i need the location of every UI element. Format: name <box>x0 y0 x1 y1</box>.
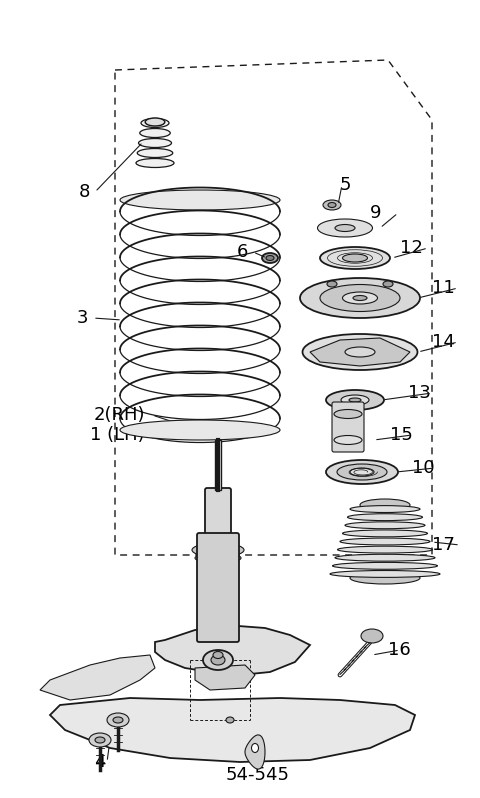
Ellipse shape <box>349 398 361 402</box>
Ellipse shape <box>326 390 384 410</box>
Ellipse shape <box>350 506 420 512</box>
Ellipse shape <box>203 650 233 670</box>
Ellipse shape <box>266 255 274 260</box>
Text: 10: 10 <box>412 459 434 477</box>
Text: 9: 9 <box>370 204 382 222</box>
Ellipse shape <box>348 514 422 520</box>
Ellipse shape <box>328 203 336 207</box>
Polygon shape <box>195 665 255 690</box>
Ellipse shape <box>337 546 432 553</box>
FancyBboxPatch shape <box>332 402 364 452</box>
Text: 14: 14 <box>432 333 455 351</box>
Text: 7: 7 <box>118 736 130 754</box>
Text: 5: 5 <box>340 176 351 194</box>
Text: 15: 15 <box>390 426 413 444</box>
Polygon shape <box>245 735 265 769</box>
Text: 1 (LH): 1 (LH) <box>90 426 145 444</box>
Ellipse shape <box>211 655 225 665</box>
Text: 3: 3 <box>76 309 88 327</box>
Ellipse shape <box>195 553 241 563</box>
Ellipse shape <box>350 468 374 476</box>
Text: 11: 11 <box>432 279 455 297</box>
FancyBboxPatch shape <box>197 533 239 642</box>
Ellipse shape <box>383 281 393 287</box>
Ellipse shape <box>323 200 341 210</box>
Ellipse shape <box>361 629 383 643</box>
Ellipse shape <box>137 148 173 157</box>
Ellipse shape <box>360 499 410 511</box>
Ellipse shape <box>335 555 435 561</box>
Text: 8: 8 <box>79 183 90 201</box>
Ellipse shape <box>300 278 420 318</box>
Ellipse shape <box>213 651 223 658</box>
Text: 12: 12 <box>400 239 423 257</box>
Text: 16: 16 <box>388 641 411 659</box>
Ellipse shape <box>320 285 400 311</box>
Ellipse shape <box>350 572 420 584</box>
Ellipse shape <box>333 563 437 569</box>
Ellipse shape <box>252 744 259 753</box>
Ellipse shape <box>107 713 129 727</box>
Polygon shape <box>310 338 410 366</box>
Ellipse shape <box>335 224 355 231</box>
Ellipse shape <box>120 190 280 210</box>
Ellipse shape <box>341 395 369 405</box>
Text: 4: 4 <box>94 753 106 771</box>
Polygon shape <box>155 625 310 675</box>
Ellipse shape <box>326 460 398 484</box>
Ellipse shape <box>113 717 123 723</box>
Ellipse shape <box>334 409 362 418</box>
Ellipse shape <box>145 118 165 126</box>
Polygon shape <box>40 655 155 700</box>
Ellipse shape <box>89 733 111 747</box>
Text: 54-545: 54-545 <box>226 766 290 784</box>
Ellipse shape <box>120 420 280 440</box>
Ellipse shape <box>302 334 418 370</box>
Ellipse shape <box>327 281 337 287</box>
Ellipse shape <box>345 522 425 529</box>
Ellipse shape <box>136 159 174 168</box>
Ellipse shape <box>337 464 387 480</box>
Ellipse shape <box>317 219 372 237</box>
Ellipse shape <box>226 717 234 723</box>
Text: 17: 17 <box>432 536 455 554</box>
Ellipse shape <box>334 436 362 444</box>
Ellipse shape <box>140 128 170 137</box>
FancyBboxPatch shape <box>215 440 221 490</box>
Ellipse shape <box>330 571 440 578</box>
FancyBboxPatch shape <box>205 488 231 537</box>
Ellipse shape <box>139 139 171 148</box>
Ellipse shape <box>320 247 390 269</box>
Ellipse shape <box>343 254 368 262</box>
Polygon shape <box>50 698 415 762</box>
Text: 6: 6 <box>237 243 248 261</box>
Text: 2(RH): 2(RH) <box>94 406 145 424</box>
Ellipse shape <box>192 543 244 557</box>
Ellipse shape <box>345 347 375 357</box>
Ellipse shape <box>141 118 169 128</box>
Ellipse shape <box>340 538 430 545</box>
Text: 13: 13 <box>408 384 431 402</box>
Ellipse shape <box>343 292 377 304</box>
Ellipse shape <box>343 530 428 537</box>
Ellipse shape <box>262 253 278 263</box>
Ellipse shape <box>353 295 367 301</box>
Ellipse shape <box>95 737 105 743</box>
